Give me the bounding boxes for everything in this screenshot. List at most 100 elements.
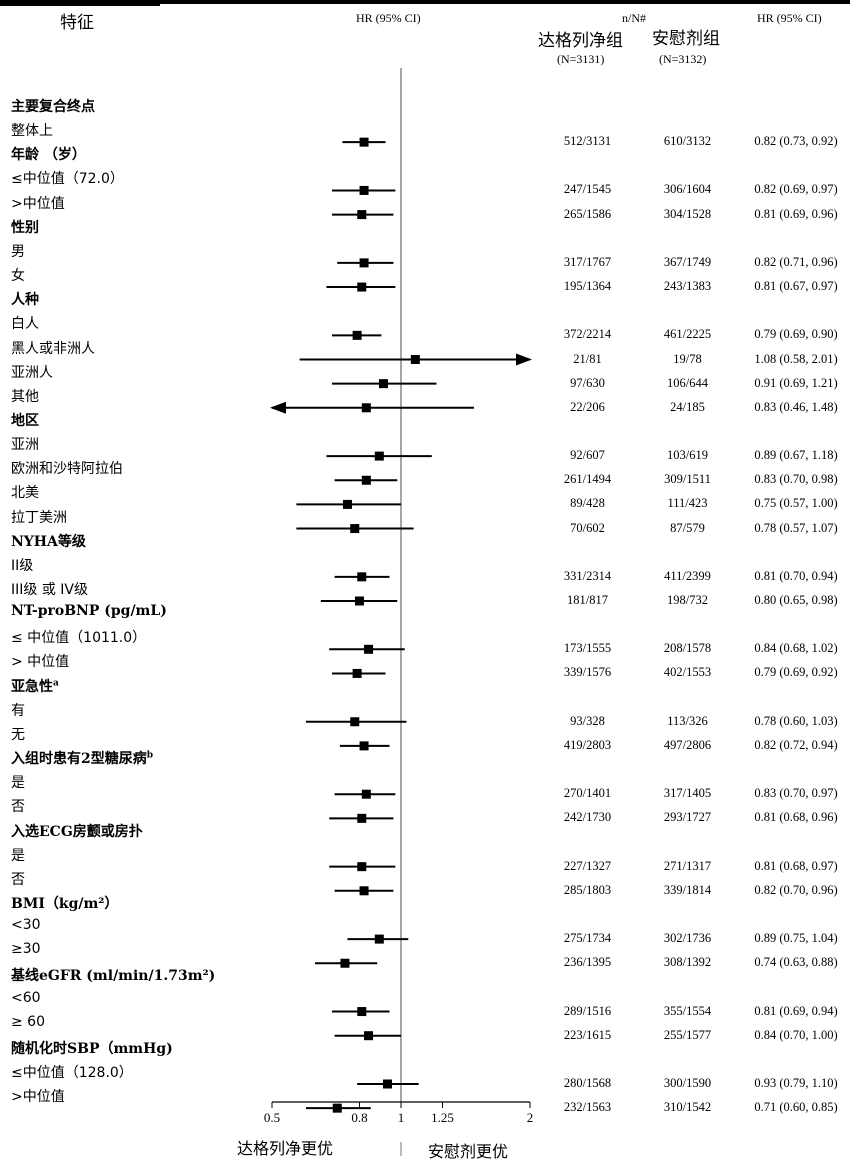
hr-ci-value: 0.82 (0.71, 0.96): [754, 254, 838, 269]
drug-group-n: (N=3131): [557, 52, 605, 66]
hr-ci-value: 0.81 (0.69, 0.94): [754, 1003, 838, 1018]
top-border-bar: [0, 0, 160, 6]
n-over-n-header: n/N#: [622, 11, 646, 25]
placebo-events: 310/1542: [663, 1100, 712, 1115]
x-axis-tick-label: 2: [527, 1110, 534, 1125]
placebo-events: 300/1590: [663, 1076, 712, 1090]
hr-ci-value: 0.89 (0.75, 1.04): [754, 931, 838, 946]
subgroup-label: ≤中位值（72.0）: [11, 171, 124, 188]
hr-point-estimate: [378, 379, 388, 389]
hr-point-estimate: [364, 644, 374, 654]
hr-ci-value: 0.93 (0.79, 1.10): [754, 1076, 838, 1090]
drug-events: 242/1730: [563, 810, 612, 825]
placebo-events: 87/579: [670, 520, 705, 535]
favors-drug-label: 达格列净更优: [237, 1139, 334, 1158]
subgroup-label: III级 或 IV级: [11, 582, 88, 598]
hr-ci-value: 0.84 (0.70, 1.00): [754, 1027, 838, 1042]
drug-events: 285/1803: [563, 882, 612, 897]
hr-point-estimate: [361, 475, 371, 485]
x-axis-tick-label: 1: [398, 1110, 405, 1125]
x-axis-tick-label: 1.25: [431, 1110, 454, 1125]
placebo-group-header: 安慰剂组: [652, 29, 720, 49]
hr-ci-value: 0.80 (0.65, 0.98): [754, 593, 838, 607]
placebo-events: 255/1577: [663, 1027, 712, 1042]
drug-events: 92/607: [570, 448, 605, 463]
drug-events: 317/1767: [563, 254, 612, 269]
placebo-events: 293/1727: [663, 810, 712, 825]
ci-arrow-right: [516, 353, 532, 366]
footnote-marker: a: [53, 677, 59, 688]
hr-point-estimate: [352, 668, 362, 678]
subgroup-label: 否: [11, 871, 25, 888]
hr-ci-value: 0.82 (0.70, 0.96): [754, 882, 838, 897]
hr-ci-value: 0.81 (0.69, 0.96): [754, 206, 838, 221]
subgroup-heading: 地区: [11, 412, 39, 429]
hr-ci-value: 0.74 (0.63, 0.88): [754, 955, 838, 970]
drug-events: 173/1555: [563, 641, 612, 656]
subgroup-label: ≤中位值（128.0）: [11, 1065, 133, 1081]
hr-ci-value: 0.81 (0.68, 0.97): [754, 858, 838, 873]
hr-ci-value: 0.82 (0.72, 0.94): [754, 737, 838, 752]
hr-point-estimate: [359, 741, 369, 751]
drug-events: 270/1401: [563, 786, 612, 801]
drug-events: 280/1568: [563, 1076, 612, 1090]
subgroup-heading: 主要复合终点: [11, 99, 95, 115]
subgroup-heading: BMI（kg/m²）: [11, 895, 119, 912]
hr-ci-value: 0.78 (0.57, 1.07): [754, 520, 838, 535]
placebo-events: 339/1814: [663, 882, 712, 897]
placebo-events: 461/2225: [663, 327, 712, 342]
subgroup-label: >中位值: [11, 1089, 65, 1106]
hr-ci-value: 0.79 (0.69, 0.92): [754, 665, 838, 680]
drug-events: 265/1586: [563, 206, 612, 221]
drug-events: 372/2214: [563, 327, 612, 342]
hr-point-estimate: [350, 717, 360, 727]
feature-column-header: 特征: [60, 13, 94, 33]
hr-point-estimate: [354, 596, 364, 606]
subgroup-label: II级: [11, 557, 34, 574]
subgroup-label: 是: [11, 847, 25, 864]
hr-ci-value: 0.83 (0.70, 0.97): [754, 786, 838, 801]
hr-point-estimate: [357, 282, 367, 292]
subgroup-heading: 随机化时SBP（mmHg): [11, 1040, 173, 1057]
placebo-events: 198/732: [667, 593, 708, 607]
hr-ci-value: 0.81 (0.67, 0.97): [754, 279, 838, 294]
hr-point-estimate: [410, 355, 420, 364]
hr-point-estimate: [361, 403, 371, 413]
drug-events: 227/1327: [563, 858, 612, 873]
hr-point-estimate: [342, 499, 352, 509]
subgroup-label: 北美: [11, 485, 39, 502]
hr-point-estimate: [350, 524, 360, 534]
subgroup-label: 有: [11, 702, 25, 719]
placebo-events: 113/326: [667, 713, 708, 728]
hr-point-estimate: [357, 862, 367, 872]
drug-events: 275/1734: [563, 931, 612, 946]
hr-ci-value: 0.81 (0.68, 0.96): [754, 810, 838, 825]
drug-events: 232/1563: [563, 1100, 612, 1115]
hr-point-estimate: [382, 1079, 392, 1089]
subgroup-label: ≥ 60: [11, 1013, 45, 1030]
subgroup-heading: 年龄 （岁）: [11, 147, 86, 164]
placebo-events: 271/1317: [663, 858, 712, 873]
hr-plot-header: HR (95% CI): [356, 11, 421, 25]
drug-events: 289/1516: [563, 1003, 612, 1018]
hr-ci-value: 0.84 (0.68, 1.02): [754, 641, 838, 656]
placebo-events: 304/1528: [663, 206, 712, 221]
placebo-events: 19/78: [673, 351, 702, 366]
hr-point-estimate: [340, 958, 350, 968]
hr-point-estimate: [359, 886, 369, 896]
hr-point-estimate: [357, 572, 367, 582]
subgroup-heading: NYHA等级: [11, 533, 86, 550]
subgroup-heading: 亚急性a: [11, 677, 59, 695]
x-axis-tick-label: 0.5: [264, 1110, 280, 1125]
hr-ci-value: 0.82 (0.69, 0.97): [754, 182, 838, 197]
hr-ci-value: 0.82 (0.73, 0.92): [754, 134, 838, 149]
subgroup-label: ≥30: [11, 941, 41, 958]
subgroup-heading: 入选ECG房颤或房扑: [11, 823, 143, 840]
subgroup-label: 否: [11, 799, 25, 816]
placebo-events: 208/1578: [663, 641, 712, 656]
hr-ci-value: 0.83 (0.46, 1.48): [754, 399, 838, 414]
favors-placebo-label: 安慰剂更优: [428, 1142, 509, 1161]
hr-ci-value: 0.81 (0.70, 0.94): [754, 568, 838, 583]
drug-events: 97/630: [570, 375, 605, 390]
